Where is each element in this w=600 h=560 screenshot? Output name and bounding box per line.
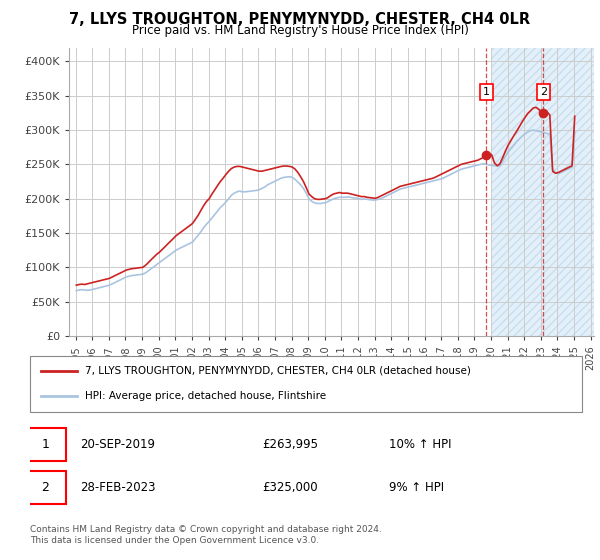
FancyBboxPatch shape [25, 428, 66, 461]
FancyBboxPatch shape [25, 472, 66, 505]
Text: HPI: Average price, detached house, Flintshire: HPI: Average price, detached house, Flin… [85, 391, 326, 402]
Text: 7, LLYS TROUGHTON, PENYMYNYDD, CHESTER, CH4 0LR (detached house): 7, LLYS TROUGHTON, PENYMYNYDD, CHESTER, … [85, 366, 471, 376]
Text: Contains HM Land Registry data © Crown copyright and database right 2024.
This d: Contains HM Land Registry data © Crown c… [30, 525, 382, 545]
FancyBboxPatch shape [30, 356, 582, 412]
Text: 1: 1 [483, 87, 490, 97]
Text: 10% ↑ HPI: 10% ↑ HPI [389, 438, 451, 451]
Text: 1: 1 [41, 438, 49, 451]
Text: £263,995: £263,995 [262, 438, 318, 451]
Text: 9% ↑ HPI: 9% ↑ HPI [389, 482, 444, 494]
Text: £325,000: £325,000 [262, 482, 317, 494]
Text: 20-SEP-2019: 20-SEP-2019 [80, 438, 155, 451]
Bar [491, 48, 594, 336]
Text: Price paid vs. HM Land Registry's House Price Index (HPI): Price paid vs. HM Land Registry's House … [131, 24, 469, 37]
Bar [491, 48, 594, 336]
Text: 2: 2 [41, 482, 49, 494]
Text: 28-FEB-2023: 28-FEB-2023 [80, 482, 155, 494]
Text: 2: 2 [540, 87, 547, 97]
Text: 7, LLYS TROUGHTON, PENYMYNYDD, CHESTER, CH4 0LR: 7, LLYS TROUGHTON, PENYMYNYDD, CHESTER, … [70, 12, 530, 27]
